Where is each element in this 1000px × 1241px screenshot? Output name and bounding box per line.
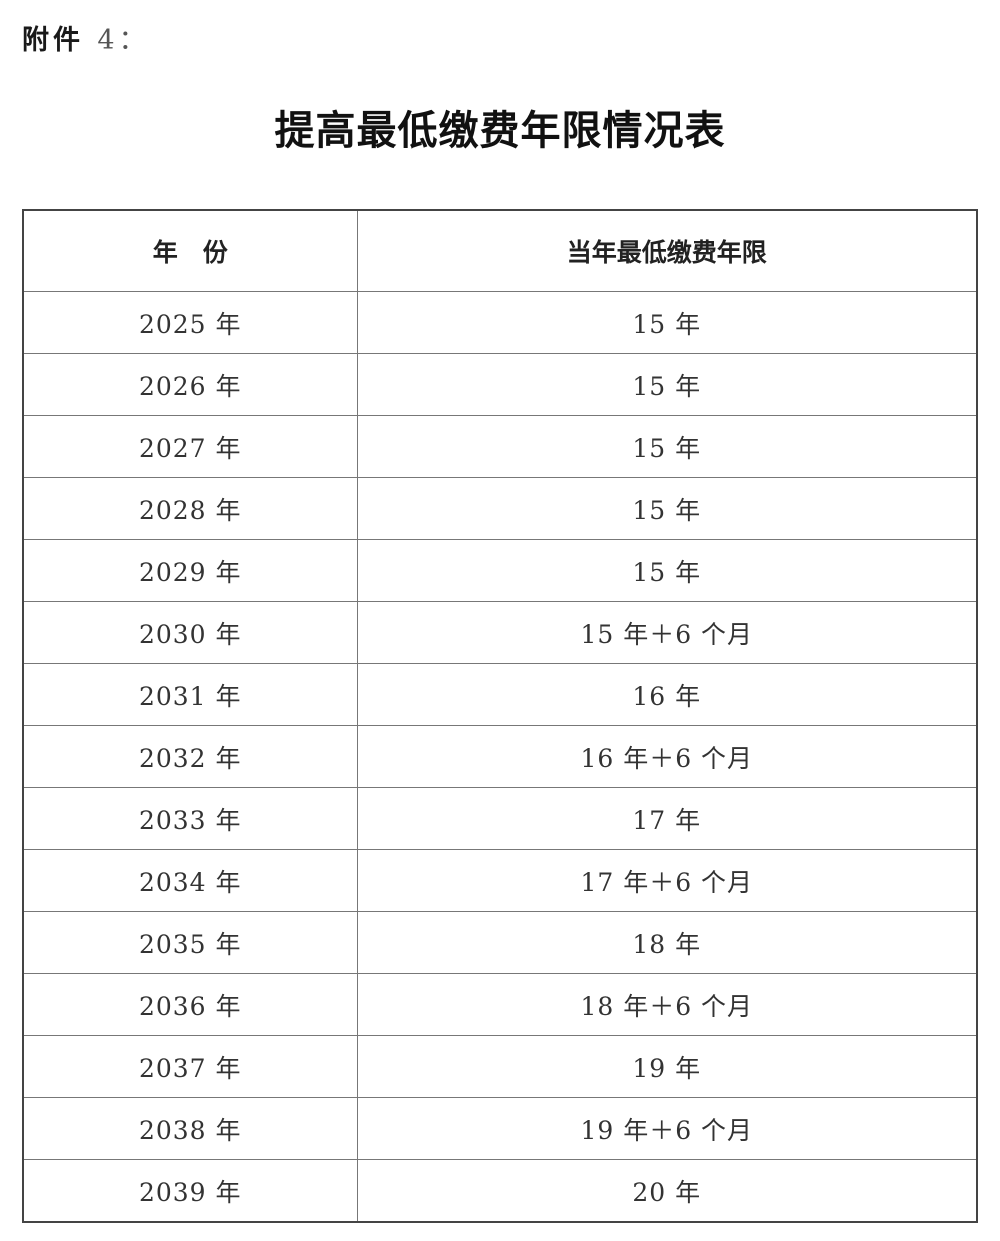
year-cell: 2038 年 (22, 1097, 358, 1160)
min-years-cell: 15 年 (356, 477, 978, 540)
min-years-cell: 16 年＋6 个月 (356, 725, 978, 788)
header-year: 年 份 (22, 209, 358, 292)
attachment-label: 附件 4： (22, 18, 150, 57)
min-years-cell: 16 年 (356, 663, 978, 726)
year-cell: 2025 年 (22, 291, 358, 354)
table-row: 2033 年 17 年 (22, 787, 978, 850)
page-title: 提高最低缴费年限情况表 (274, 107, 726, 154)
min-years-cell: 17 年 (356, 787, 978, 850)
attachment-text: 附件 (22, 25, 84, 56)
year-cell: 2028 年 (22, 477, 358, 540)
year-cell: 2027 年 (22, 415, 358, 478)
table-row: 2028 年 15 年 (22, 477, 978, 540)
year-cell: 2026 年 (22, 353, 358, 416)
header-min-years: 当年最低缴费年限 (356, 209, 978, 292)
min-years-cell: 15 年 (356, 353, 978, 416)
min-years-cell: 20 年 (356, 1159, 978, 1223)
table-row: 2030 年 15 年＋6 个月 (22, 601, 978, 664)
table-row: 2026 年 15 年 (22, 353, 978, 416)
min-years-cell: 18 年 (356, 911, 978, 974)
year-cell: 2031 年 (22, 663, 358, 726)
min-years-cell: 15 年＋6 个月 (356, 601, 978, 664)
min-years-cell: 15 年 (356, 291, 978, 354)
min-years-cell: 19 年 (356, 1035, 978, 1098)
year-cell: 2034 年 (22, 849, 358, 912)
table-row: 2025 年 15 年 (22, 291, 978, 354)
table-row: 2031 年 16 年 (22, 663, 978, 726)
table-row: 2038 年 19 年＋6 个月 (22, 1097, 978, 1160)
min-years-cell: 15 年 (356, 539, 978, 602)
year-cell: 2033 年 (22, 787, 358, 850)
min-years-cell: 15 年 (356, 415, 978, 478)
table-row: 2027 年 15 年 (22, 415, 978, 478)
min-years-cell: 17 年＋6 个月 (356, 849, 978, 912)
attachment-number: 4： (97, 25, 150, 56)
table-row: 2029 年 15 年 (22, 539, 978, 602)
year-cell: 2037 年 (22, 1035, 358, 1098)
table-row: 2036 年 18 年＋6 个月 (22, 973, 978, 1036)
year-cell: 2029 年 (22, 539, 358, 602)
table-header-row: 年 份 当年最低缴费年限 (22, 209, 978, 292)
min-years-cell: 18 年＋6 个月 (356, 973, 978, 1036)
table-row: 2035 年 18 年 (22, 911, 978, 974)
table-row: 2037 年 19 年 (22, 1035, 978, 1098)
year-cell: 2030 年 (22, 601, 358, 664)
year-cell: 2039 年 (22, 1159, 358, 1223)
table-row: 2039 年 20 年 (22, 1159, 978, 1223)
year-cell: 2035 年 (22, 911, 358, 974)
year-cell: 2032 年 (22, 725, 358, 788)
min-years-cell: 19 年＋6 个月 (356, 1097, 978, 1160)
table-row: 2034 年 17 年＋6 个月 (22, 849, 978, 912)
year-cell: 2036 年 (22, 973, 358, 1036)
table-row: 2032 年 16 年＋6 个月 (22, 725, 978, 788)
